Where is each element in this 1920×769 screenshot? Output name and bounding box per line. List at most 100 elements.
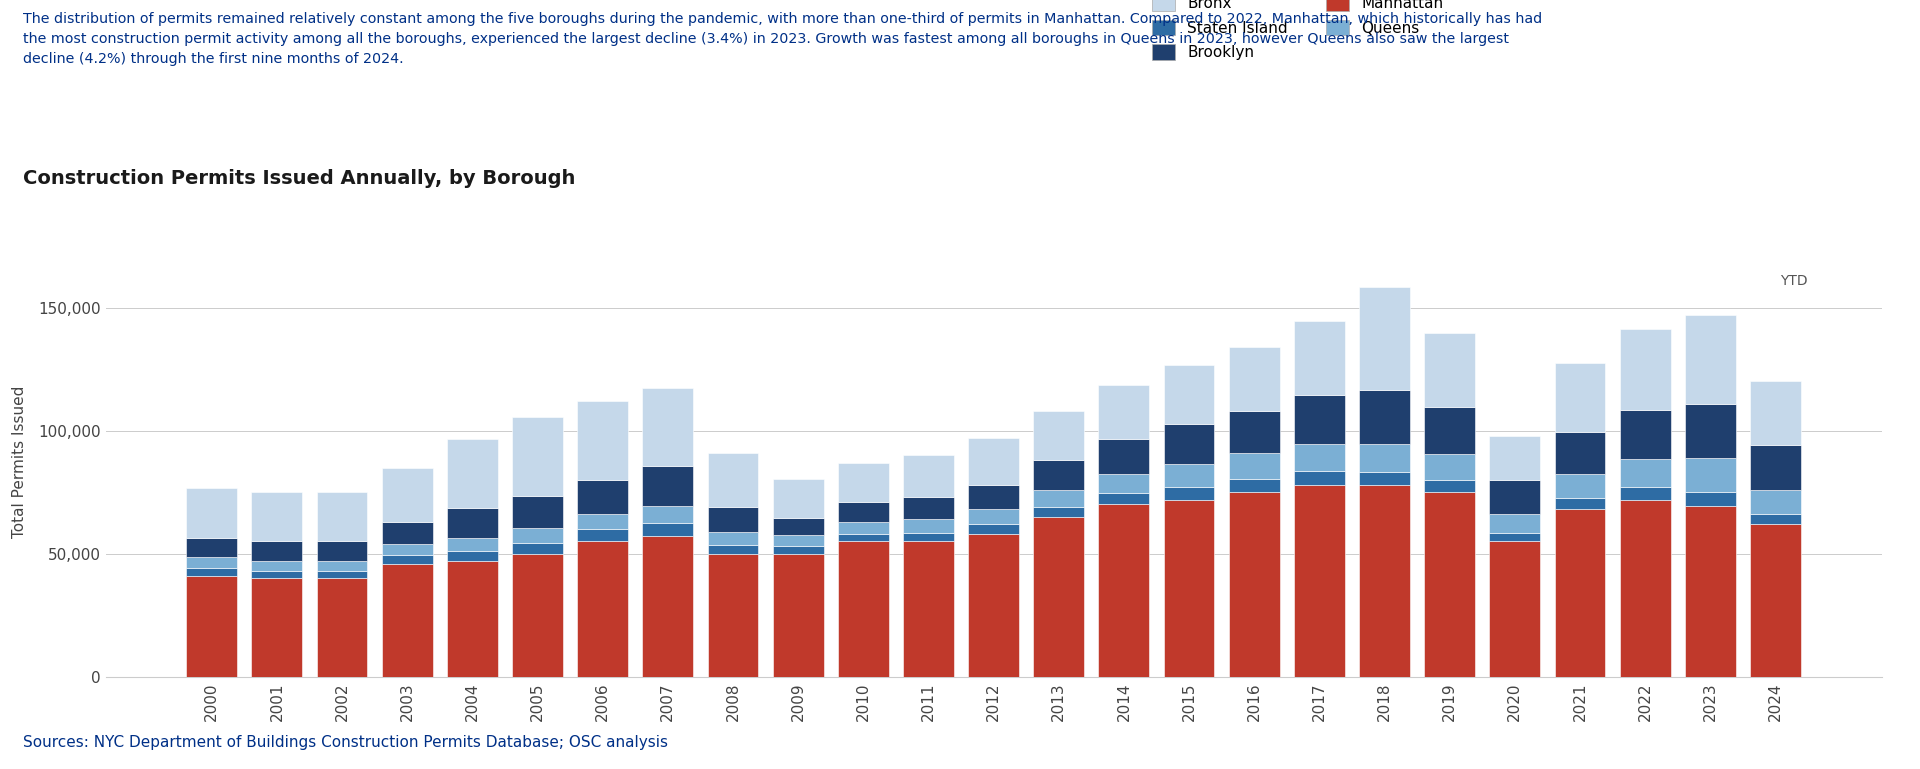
Bar xyxy=(968,534,1020,677)
Bar xyxy=(1749,524,1801,677)
Bar xyxy=(1620,488,1670,500)
Bar xyxy=(1620,500,1670,677)
Bar xyxy=(447,551,497,561)
Bar xyxy=(1749,445,1801,490)
Bar xyxy=(1229,478,1279,492)
Bar xyxy=(578,529,628,541)
Bar xyxy=(1033,411,1085,460)
Bar xyxy=(186,488,238,538)
Bar xyxy=(1294,444,1344,471)
Bar xyxy=(1425,454,1475,480)
Bar xyxy=(968,484,1020,509)
Bar xyxy=(1555,509,1605,677)
Bar xyxy=(252,578,301,677)
Bar xyxy=(837,463,889,502)
Bar xyxy=(513,496,563,528)
Bar xyxy=(902,497,954,519)
Bar xyxy=(513,528,563,543)
Bar xyxy=(252,541,301,561)
Bar xyxy=(643,388,693,466)
Bar xyxy=(708,554,758,677)
Bar xyxy=(1359,484,1409,677)
Bar xyxy=(968,509,1020,524)
Legend: Bronx, Staten Island, Brooklyn, Manhattan, Queens: Bronx, Staten Island, Brooklyn, Manhatta… xyxy=(1152,0,1444,60)
Bar xyxy=(513,417,563,496)
Bar xyxy=(1490,435,1540,480)
Bar xyxy=(252,561,301,571)
Text: The distribution of permits remained relatively constant among the five boroughs: The distribution of permits remained rel… xyxy=(23,12,1542,65)
Bar xyxy=(1164,365,1215,424)
Bar xyxy=(1164,488,1215,500)
Bar xyxy=(1555,474,1605,498)
Bar xyxy=(317,578,367,677)
Bar xyxy=(252,491,301,541)
Text: YTD: YTD xyxy=(1780,274,1809,288)
Bar xyxy=(513,554,563,677)
Bar xyxy=(578,514,628,529)
Bar xyxy=(1425,408,1475,454)
Bar xyxy=(1098,504,1150,677)
Bar xyxy=(1490,514,1540,533)
Bar xyxy=(1749,514,1801,524)
Bar xyxy=(317,491,367,541)
Bar xyxy=(447,508,497,538)
Bar xyxy=(1164,500,1215,677)
Bar xyxy=(1098,474,1150,494)
Bar xyxy=(1294,321,1344,395)
Bar xyxy=(1294,395,1344,444)
Bar xyxy=(1098,385,1150,439)
Bar xyxy=(772,478,824,518)
Text: Sources: NYC Department of Buildings Construction Permits Database; OSC analysis: Sources: NYC Department of Buildings Con… xyxy=(23,734,668,750)
Bar xyxy=(643,537,693,677)
Bar xyxy=(1033,490,1085,507)
Bar xyxy=(382,468,432,521)
Bar xyxy=(902,455,954,497)
Bar xyxy=(643,466,693,506)
Bar xyxy=(1033,517,1085,677)
Bar xyxy=(447,561,497,677)
Bar xyxy=(1033,507,1085,517)
Bar xyxy=(708,531,758,545)
Bar xyxy=(837,541,889,677)
Bar xyxy=(968,524,1020,534)
Text: Construction Permits Issued Annually, by Borough: Construction Permits Issued Annually, by… xyxy=(23,169,576,188)
Bar xyxy=(708,545,758,554)
Bar xyxy=(1490,480,1540,514)
Bar xyxy=(1749,381,1801,445)
Bar xyxy=(1229,347,1279,411)
Bar xyxy=(1359,444,1409,472)
Bar xyxy=(837,534,889,541)
Bar xyxy=(1686,315,1736,404)
Bar xyxy=(1098,439,1150,474)
Bar xyxy=(578,480,628,514)
Bar xyxy=(447,538,497,551)
Bar xyxy=(708,507,758,531)
Bar xyxy=(1033,460,1085,490)
Bar xyxy=(708,453,758,507)
Bar xyxy=(1686,506,1736,677)
Bar xyxy=(1164,464,1215,488)
Bar xyxy=(447,439,497,508)
Bar xyxy=(772,535,824,546)
Bar xyxy=(1686,492,1736,506)
Bar xyxy=(1098,494,1150,504)
Bar xyxy=(1294,471,1344,484)
Bar xyxy=(772,554,824,677)
Bar xyxy=(1359,472,1409,484)
Bar xyxy=(1425,334,1475,408)
Bar xyxy=(1359,390,1409,444)
Bar xyxy=(902,541,954,677)
Bar xyxy=(902,519,954,533)
Bar xyxy=(968,438,1020,484)
Bar xyxy=(1555,363,1605,432)
Bar xyxy=(837,521,889,534)
Bar xyxy=(772,518,824,535)
Bar xyxy=(578,541,628,677)
Bar xyxy=(578,401,628,480)
Bar xyxy=(1229,492,1279,677)
Bar xyxy=(1749,490,1801,514)
Bar xyxy=(643,523,693,537)
Bar xyxy=(1686,458,1736,492)
Bar xyxy=(1359,287,1409,390)
Bar xyxy=(643,506,693,523)
